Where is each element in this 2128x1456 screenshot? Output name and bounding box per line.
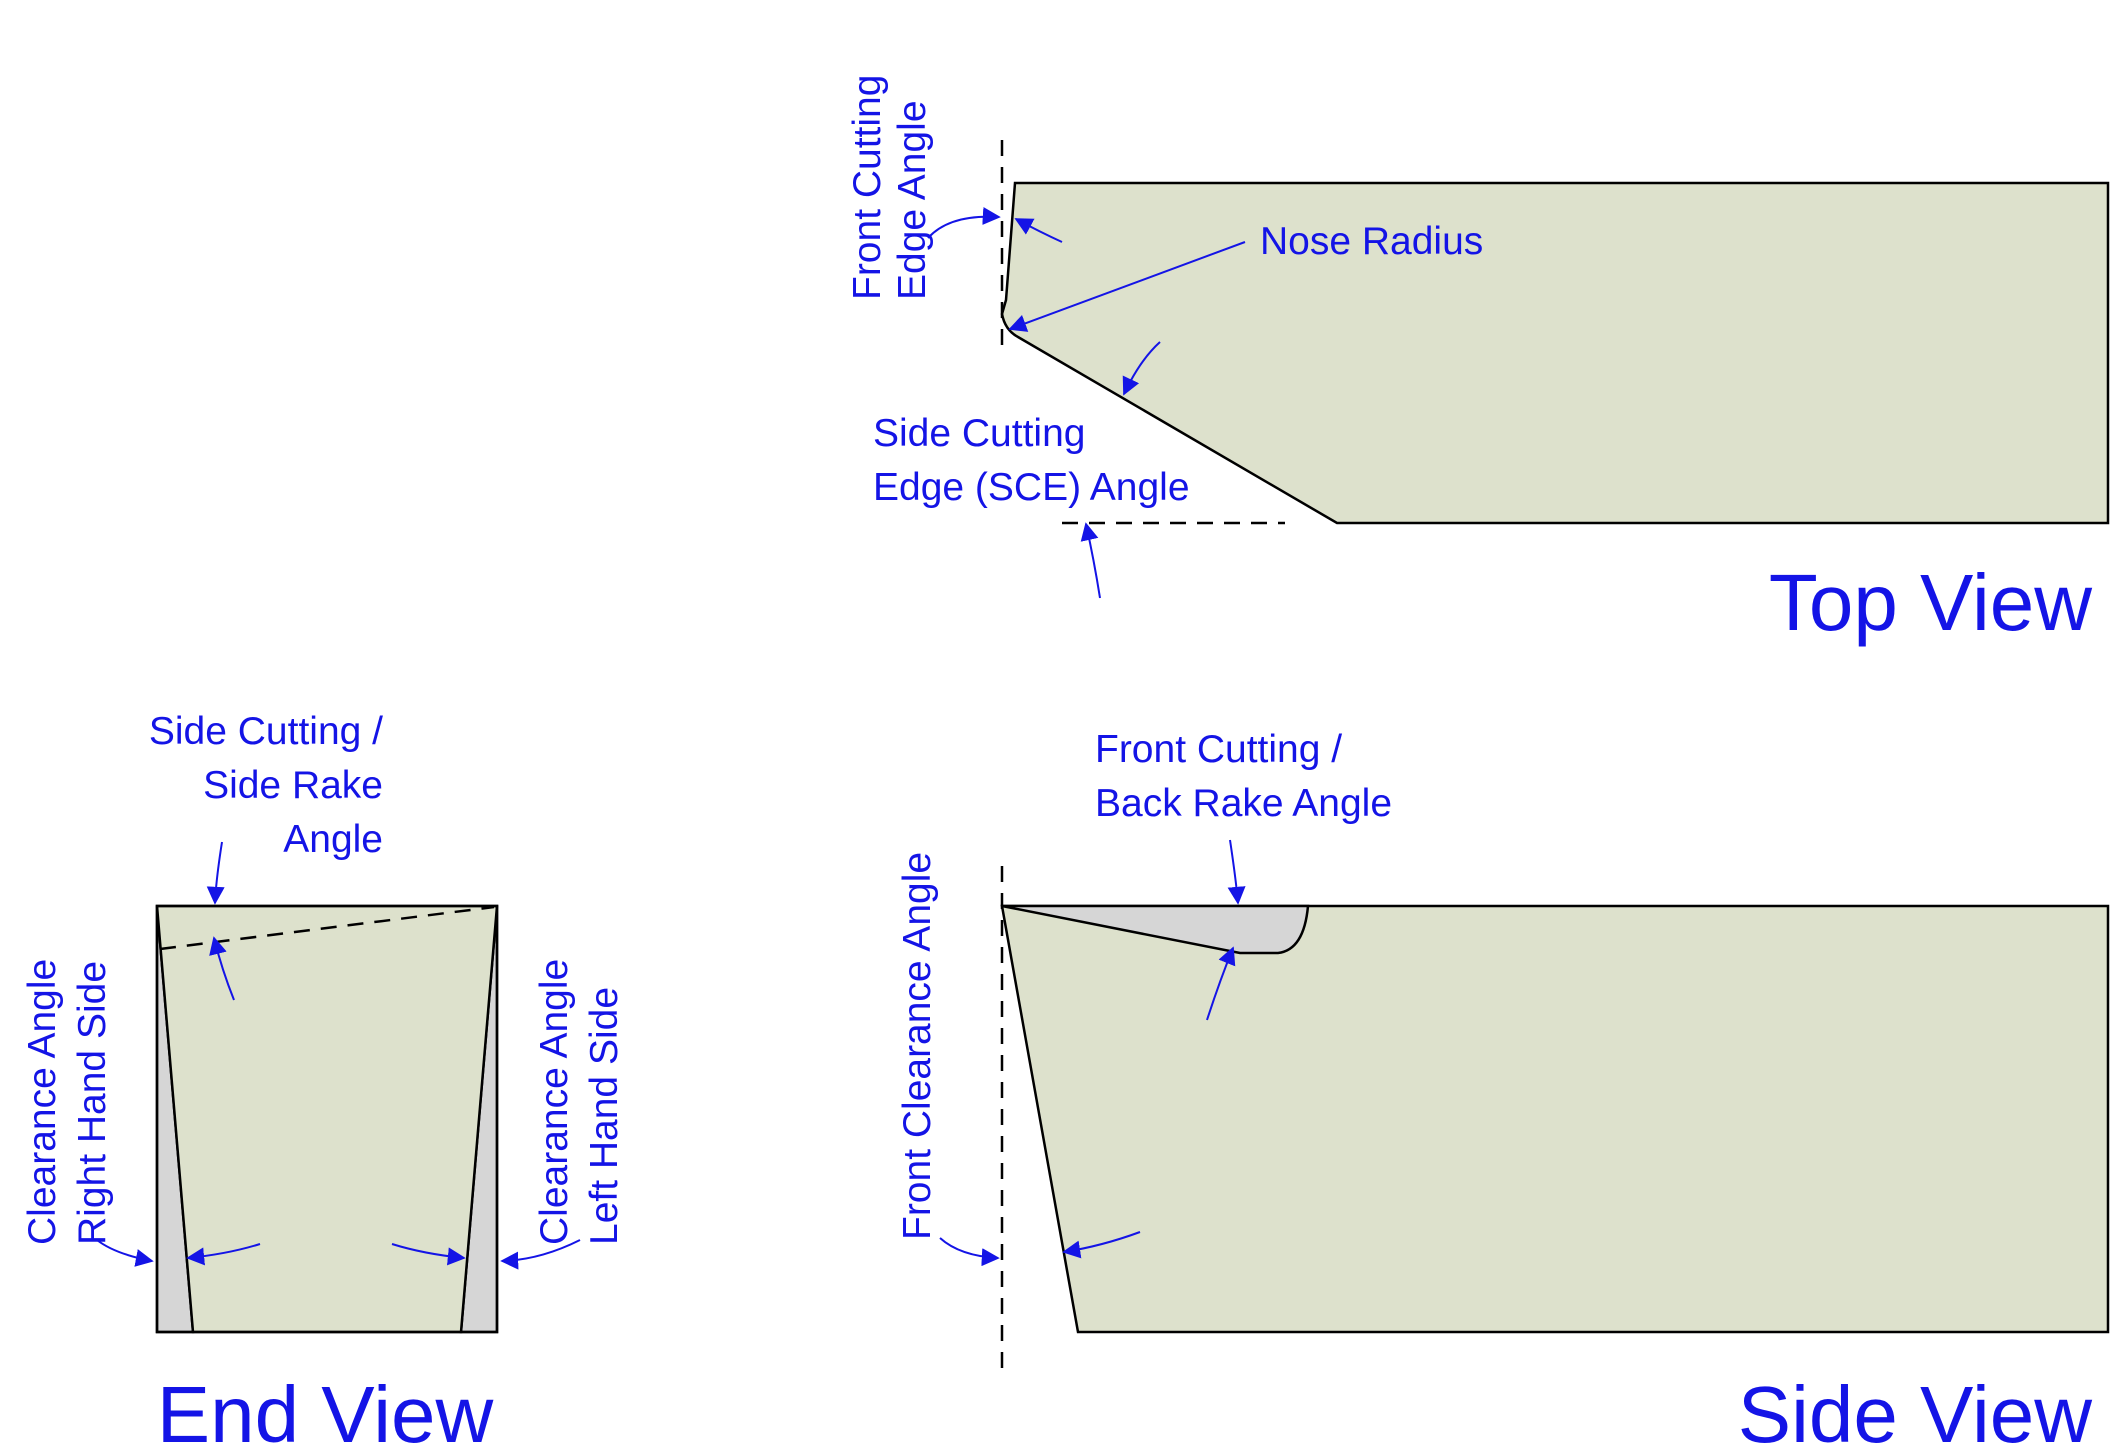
end-view-title: End View [157, 1370, 494, 1456]
side-view-title: Side View [1738, 1370, 2093, 1456]
side-cutting-edge-angle-line-1: Side Cutting [873, 412, 1085, 455]
clearance-right-line-2: Right Hand Side [71, 961, 114, 1245]
side-rake-angle-line-3: Angle [283, 818, 383, 861]
front-clearance-arrow-outer [939, 1237, 1000, 1267]
nose-radius-leader [1008, 241, 1246, 332]
front-clearance-arrow-inner [1062, 1231, 1141, 1259]
nose-radius-label: Nose Radius [1260, 220, 1483, 263]
end-view-tool-body [155, 904, 499, 1334]
side-rake-angle-arrow-lower [209, 936, 235, 1001]
side-rake-angle-arrow-upper [206, 841, 225, 905]
back-rake-angle-line-1: Front Cutting / [1095, 728, 1342, 771]
front-cutting-edge-angle-arrow-left [927, 207, 1001, 239]
side-rake-angle-line-1: Side Cutting / [149, 710, 383, 753]
clearance-left-line-1: Clearance Angle [533, 959, 576, 1245]
side-view: Front Cutting / Back Rake Angle Front Cl… [896, 728, 2110, 1456]
front-cutting-edge-angle-line-1: Front Cutting [846, 75, 889, 300]
front-cutting-edge-angle-label: Front Cutting Edge Angle [846, 75, 934, 300]
front-clearance-angle-label: Front Clearance Angle [896, 852, 939, 1240]
clearance-right-label: Clearance Angle Right Hand Side [21, 959, 114, 1245]
end-view: Side Cutting / Side Rake Angle Clearance… [21, 710, 626, 1456]
top-view: Front Cutting Edge Angle Nose Radius Sid… [846, 75, 2110, 647]
back-rake-angle-line-2: Back Rake Angle [1095, 782, 1392, 825]
front-cutting-edge-angle-line-2: Edge Angle [891, 100, 934, 300]
clearance-right-arrow-inner [186, 1243, 261, 1266]
clearance-right-line-1: Clearance Angle [21, 959, 64, 1245]
clearance-left-label: Clearance Angle Left Hand Side [533, 959, 626, 1245]
clearance-left-line-2: Left Hand Side [583, 987, 626, 1245]
side-view-tool-body [1000, 904, 2110, 1334]
clearance-left-arrow-inner [391, 1243, 466, 1266]
clearance-right-arrow-outer [96, 1239, 154, 1267]
top-view-title: Top View [1769, 558, 2092, 647]
side-cutting-edge-angle-arrow-upper [1122, 341, 1161, 396]
end-view-outline [155, 904, 499, 1334]
side-cutting-edge-angle-line-2: Edge (SCE) Angle [873, 466, 1190, 509]
side-view-chip-breaker-relief [1001, 904, 1310, 955]
side-cutting-edge-angle-arrow-lower [1080, 522, 1101, 599]
back-rake-angle-arrow-lower [1206, 946, 1236, 1021]
side-rake-angle-line-2: Side Rake [203, 764, 383, 807]
front-cutting-edge-angle-arrow-right [1014, 218, 1063, 243]
clearance-left-arrow-outer [500, 1239, 581, 1270]
back-rake-angle-arrow-upper [1227, 839, 1246, 905]
